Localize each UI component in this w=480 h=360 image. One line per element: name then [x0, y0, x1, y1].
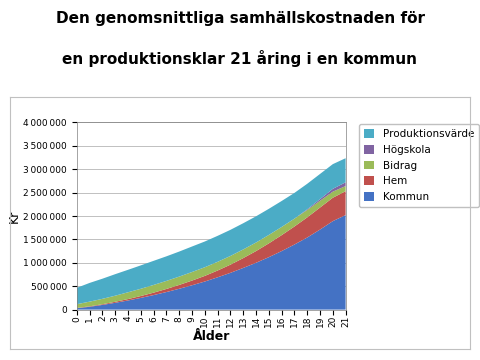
Text: en produktionsklar 21 åring i en kommun: en produktionsklar 21 åring i en kommun — [62, 50, 418, 67]
X-axis label: Ålder: Ålder — [192, 330, 230, 343]
Legend: Produktionsvärde, Högskola, Bidrag, Hem, Kommun: Produktionsvärde, Högskola, Bidrag, Hem,… — [359, 124, 480, 207]
Text: Den genomsnittliga samhällskostnaden för: Den genomsnittliga samhällskostnaden för — [56, 11, 424, 26]
Y-axis label: Kr: Kr — [8, 210, 21, 222]
